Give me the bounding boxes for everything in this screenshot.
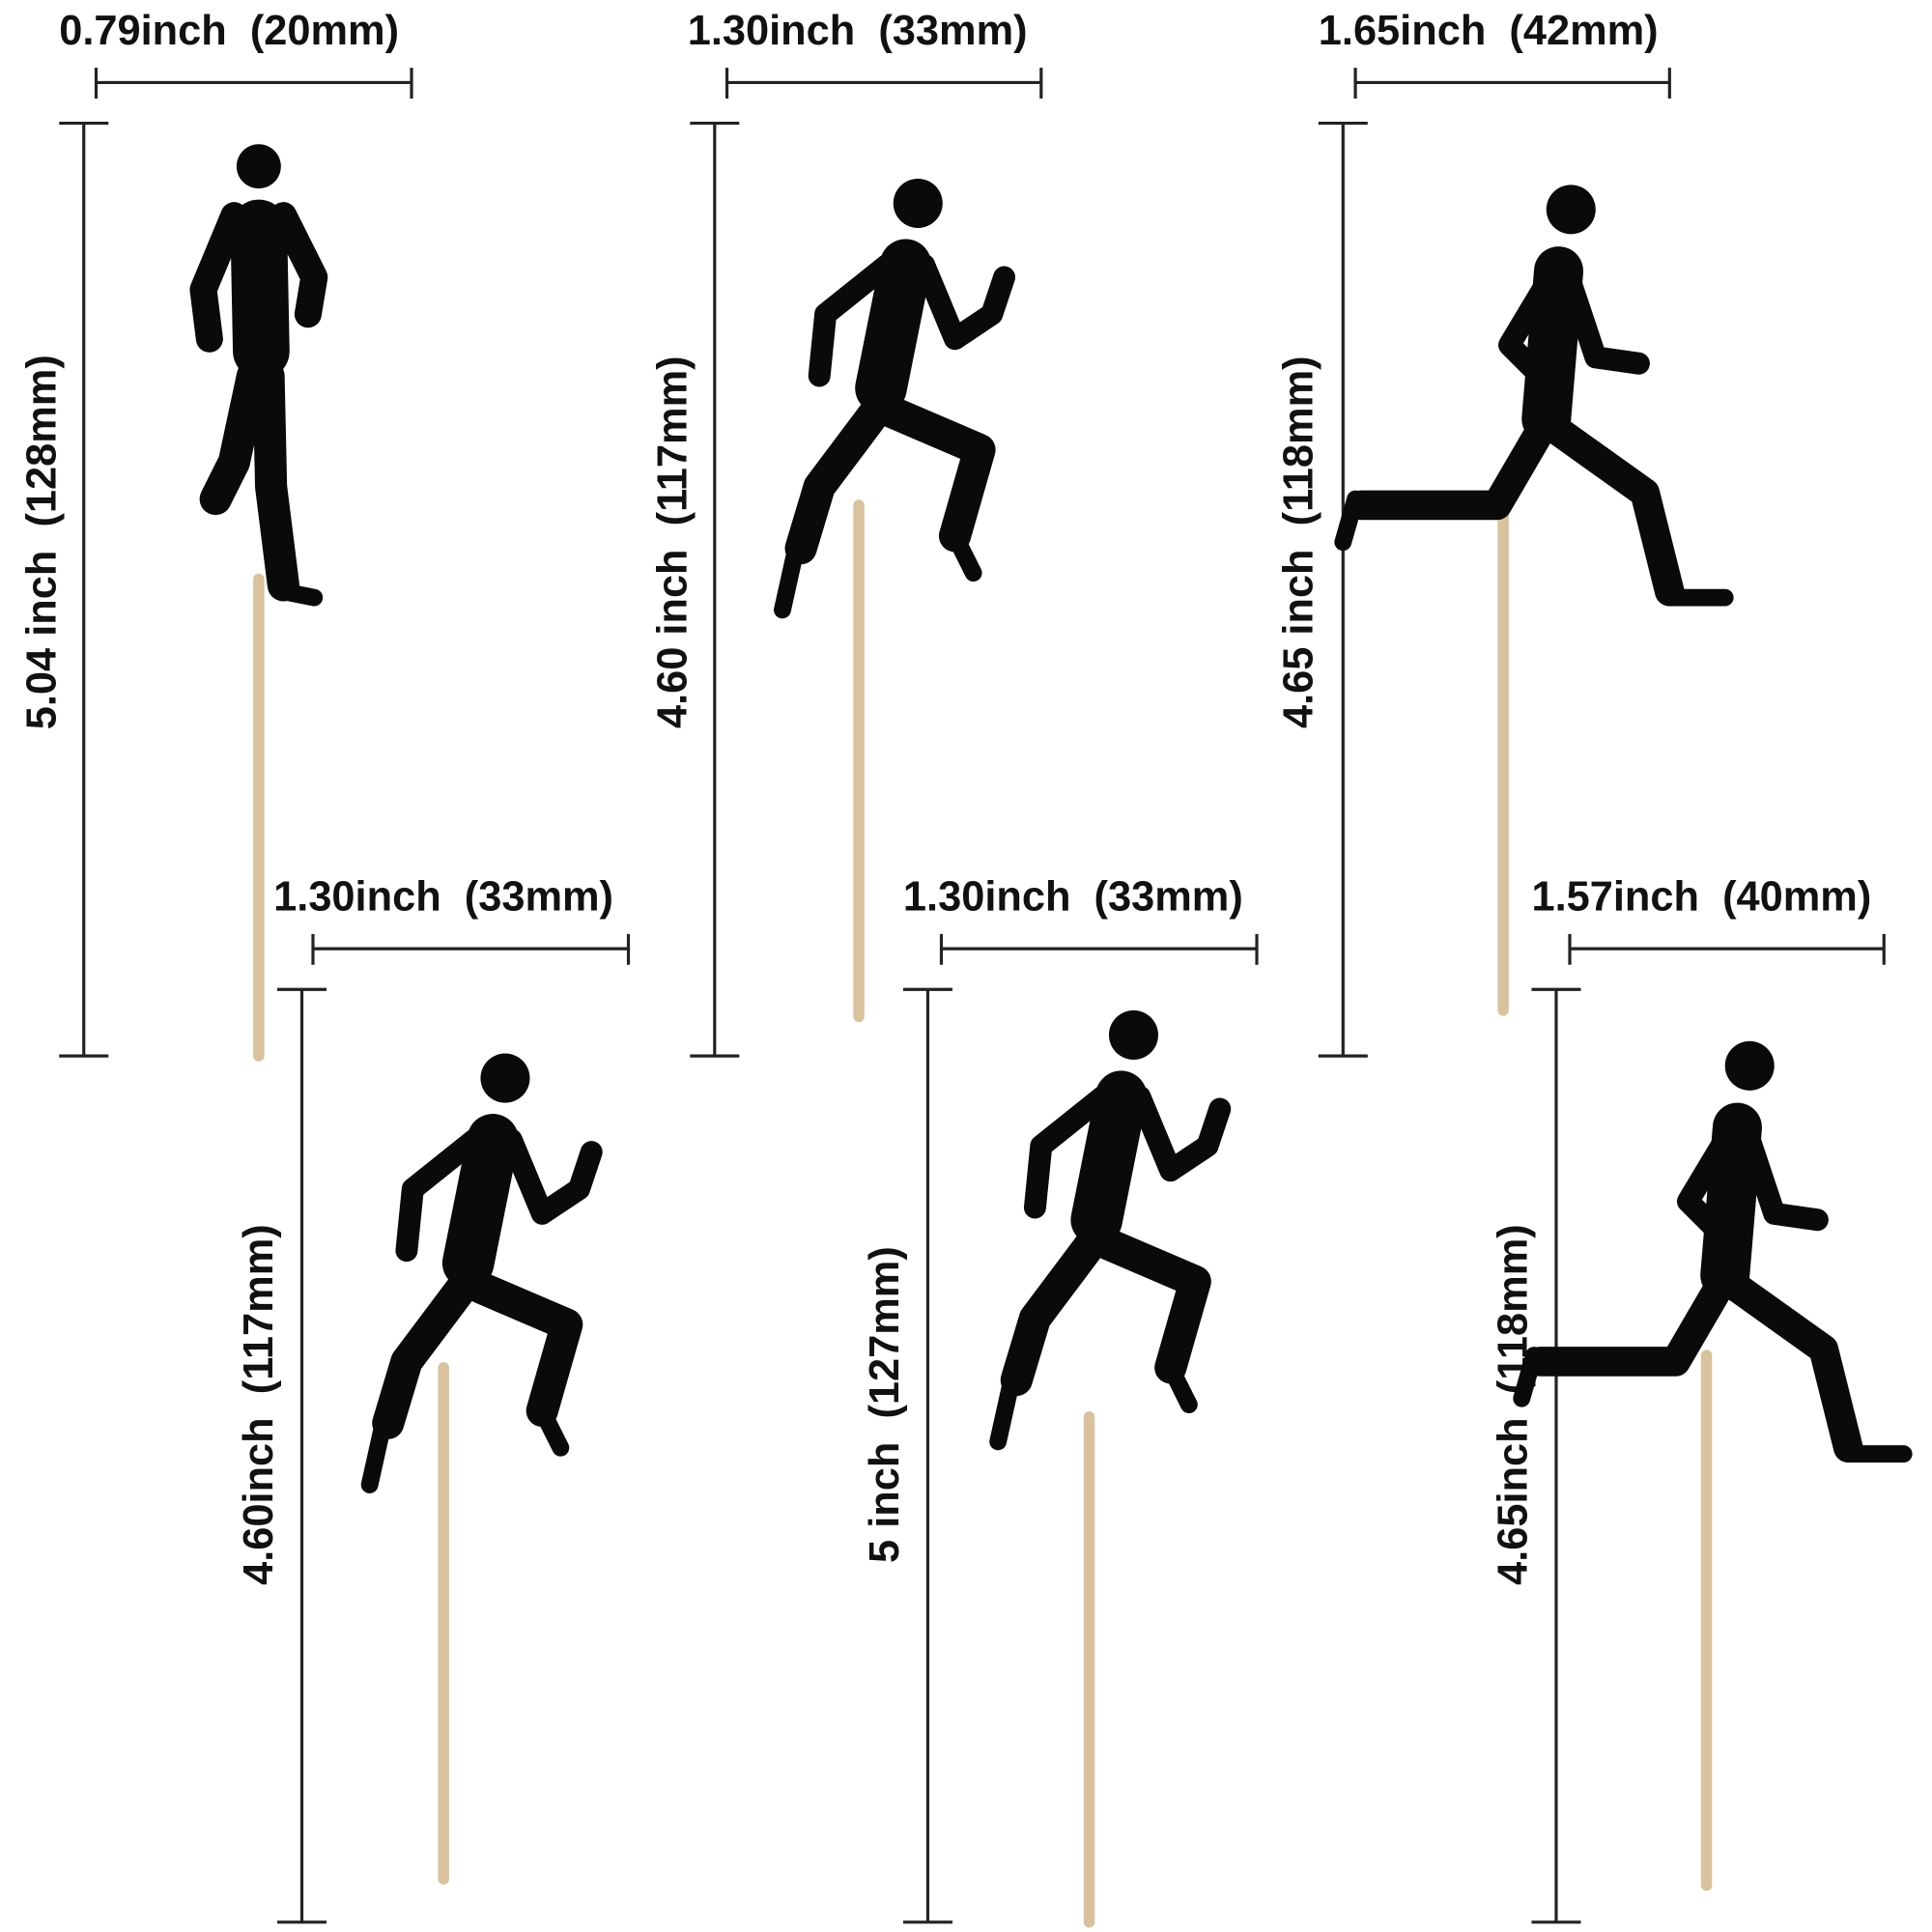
width-label: 1.30inch (33mm) xyxy=(688,8,1028,54)
height-label: 4.65inch (118mm) xyxy=(1490,1224,1536,1585)
item-4: 1.30inch (33mm) 4.60inch (117mm) xyxy=(236,874,631,1924)
item-6: 1.57inch (40mm) 4.65inch (118mm) xyxy=(1490,874,1903,1924)
height-dimension-line xyxy=(690,121,740,1058)
item-3: 1.65inch (42mm) 4.65 inch (118mm) xyxy=(1275,8,1724,1058)
width-dimension-line xyxy=(1568,933,1886,965)
width-label: 1.30inch (33mm) xyxy=(903,874,1243,921)
width-label: 0.79inch (20mm) xyxy=(59,8,399,54)
height-dimension-line xyxy=(59,121,109,1058)
runner-silhouette xyxy=(1521,1041,1903,1454)
runner-silhouette xyxy=(782,179,1005,610)
width-dimension-line xyxy=(94,68,413,99)
width-label: 1.57inch (40mm) xyxy=(1531,874,1871,921)
width-dimension-line xyxy=(1353,68,1671,99)
height-label: 4.60inch (117mm) xyxy=(236,1224,282,1585)
item-5: 1.30inch (33mm) 5 inch (127mm) xyxy=(862,874,1259,1928)
runner-silhouette xyxy=(370,1054,592,1485)
height-label: 4.65 inch (118mm) xyxy=(1275,355,1321,728)
height-dimension-line xyxy=(902,987,952,1924)
height-dimension-line xyxy=(1318,121,1368,1058)
runner-silhouette xyxy=(998,1010,1220,1441)
width-label: 1.65inch (42mm) xyxy=(1319,8,1659,54)
width-dimension-line xyxy=(311,933,631,965)
height-label: 5.04 inch (128mm) xyxy=(18,355,65,729)
runner-silhouette xyxy=(1343,185,1724,597)
width-dimension-line xyxy=(724,68,1043,99)
height-label: 5 inch (127mm) xyxy=(862,1246,908,1563)
height-dimension-line xyxy=(276,987,327,1924)
width-label: 1.30inch (33mm) xyxy=(273,874,613,921)
runner-silhouette xyxy=(203,144,314,597)
item-1: 0.79inch (20mm) 5.04 inch (128mm) xyxy=(18,8,413,1062)
item-2: 1.30inch (33mm) 4.60 inch (117mm) xyxy=(649,8,1043,1058)
height-label: 4.60 inch (117mm) xyxy=(649,355,696,728)
height-dimension-line xyxy=(1531,987,1581,1924)
width-dimension-line xyxy=(939,933,1259,965)
